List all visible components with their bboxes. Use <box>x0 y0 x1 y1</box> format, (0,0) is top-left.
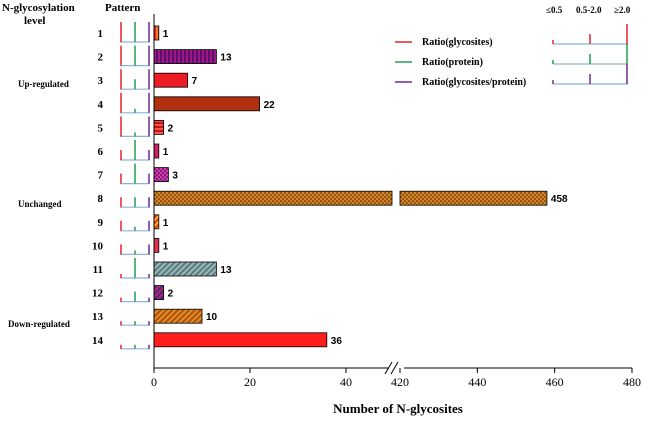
row-label: 4 <box>98 99 104 111</box>
legend-label-protein: Ratio(protein) <box>422 57 483 68</box>
bar <box>153 308 203 324</box>
pattern-header: Pattern <box>105 2 140 14</box>
bar-value-label: 2 <box>168 289 174 300</box>
bar-value-label: 7 <box>192 76 198 87</box>
bar-value-label: 2 <box>168 123 174 134</box>
x-tick-label: 20 <box>244 375 256 389</box>
bar <box>153 143 160 159</box>
row-label: 7 <box>98 170 104 182</box>
legend-key-glyphs <box>552 24 628 85</box>
pattern-glyph <box>120 92 150 114</box>
pattern-glyph <box>120 163 150 185</box>
x-tick-label: 480 <box>623 375 641 389</box>
pattern-glyph <box>120 258 150 279</box>
pattern-glyphs <box>120 22 150 350</box>
bar <box>153 72 188 88</box>
row-label: 2 <box>98 52 104 64</box>
legend-key-mid: 0.5-2.0 <box>576 5 602 15</box>
row-label: 12 <box>92 288 104 300</box>
axis-break-mark <box>390 361 399 375</box>
axis-break-mark <box>384 361 393 375</box>
bar-continued <box>399 190 548 206</box>
bar-value-label: 22 <box>264 100 276 111</box>
x-tick-label: 0 <box>151 375 157 389</box>
bar <box>153 49 217 64</box>
x-axis-title: Number of N-glycosites <box>333 401 463 416</box>
bar-value-label: 3 <box>172 171 178 182</box>
bar <box>153 285 164 301</box>
pattern-glyph <box>120 69 150 90</box>
bar-value-label: 13 <box>220 53 232 64</box>
pattern-glyph <box>120 344 150 350</box>
bar <box>153 120 164 135</box>
pattern-glyph <box>120 140 150 161</box>
row-label: 5 <box>98 122 104 134</box>
bar-value-label: 1 <box>163 241 169 252</box>
group-label-up: Up-regulated <box>18 79 69 89</box>
legend: Ratio(glycosites) Ratio(protein) Ratio(g… <box>395 5 631 88</box>
bar <box>153 190 393 206</box>
row-label: 11 <box>93 264 103 276</box>
bar <box>153 96 260 112</box>
row-label: 8 <box>98 193 104 205</box>
x-axis: 0 20 40 420 440 460 480 <box>151 14 641 389</box>
row-label: 13 <box>92 311 104 323</box>
bar <box>153 261 217 277</box>
legend-key-low: ≤0.5 <box>546 5 563 15</box>
pattern-glyph <box>120 45 150 67</box>
row-label: 10 <box>92 240 104 252</box>
bar <box>153 167 169 183</box>
pattern-glyph <box>120 244 150 255</box>
row-label: 6 <box>98 146 104 158</box>
bar-value-label: 458 <box>551 194 568 205</box>
bar <box>153 332 328 348</box>
bar-value-label: 1 <box>163 147 169 158</box>
row-label: 14 <box>92 335 104 347</box>
bar <box>153 237 160 253</box>
row-label: 1 <box>98 28 104 40</box>
pattern-glyph <box>120 22 150 43</box>
pattern-glyph <box>120 220 150 232</box>
bar-value-label: 36 <box>331 336 343 347</box>
bar-value-label: 1 <box>163 218 169 229</box>
bar <box>153 214 160 230</box>
bar-value-label: 10 <box>206 312 218 323</box>
legend-key-high: ≥2.0 <box>614 5 631 15</box>
legend-label-ratio: Ratio(glycosites/protein) <box>422 77 526 88</box>
pattern-glyph <box>120 116 150 137</box>
x-tick-label: 40 <box>340 375 352 389</box>
legend-label-glycosites: Ratio(glycosites) <box>422 37 493 48</box>
row-header-line-1: N-glycosylation <box>2 2 75 14</box>
row-label: 9 <box>98 217 104 229</box>
x-tick-label: 420 <box>391 375 409 389</box>
pattern-glyph <box>120 197 150 208</box>
x-tick-label: 460 <box>546 375 564 389</box>
group-label-unchanged: Unchanged <box>18 199 62 209</box>
bar-value-label: 1 <box>163 29 169 40</box>
pattern-glyph <box>120 321 150 326</box>
row-header-line-2: level <box>24 15 45 27</box>
bar <box>153 25 160 41</box>
bar-value-label: 13 <box>220 265 232 276</box>
group-label-down: Down-regulated <box>8 319 70 329</box>
row-label: 3 <box>98 75 104 87</box>
row-header: N-glycosylation level <box>2 2 77 27</box>
x-tick-label: 440 <box>468 375 486 389</box>
pattern-glyph <box>120 291 150 303</box>
